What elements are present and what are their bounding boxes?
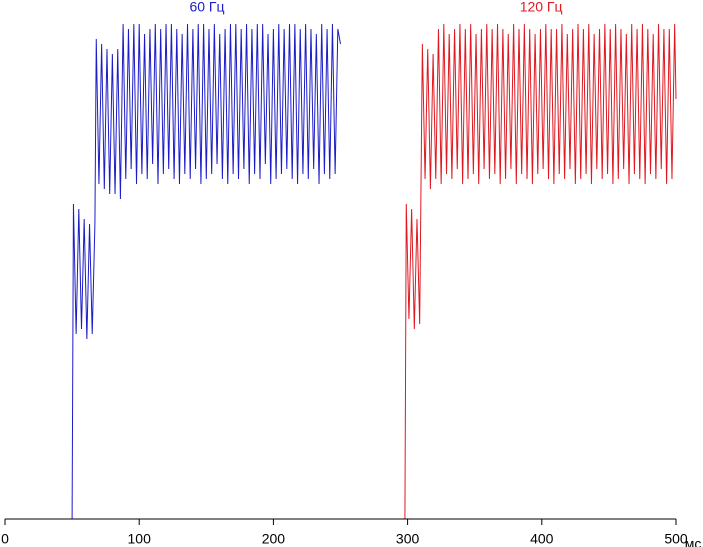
x-tick-label: 400 — [530, 531, 554, 547]
series-label: 60 Гц — [189, 0, 224, 15]
x-tick-label: 500 — [664, 531, 688, 547]
x-tick-label: 300 — [396, 531, 420, 547]
x-tick-label: 100 — [128, 531, 152, 547]
x-tick-label: 0 — [1, 531, 9, 547]
series-label: 120 Гц — [520, 0, 563, 15]
series-line — [5, 23, 341, 520]
x-axis-label: мс — [685, 536, 702, 547]
x-tick-label: 200 — [262, 531, 286, 547]
series-line — [340, 23, 677, 520]
